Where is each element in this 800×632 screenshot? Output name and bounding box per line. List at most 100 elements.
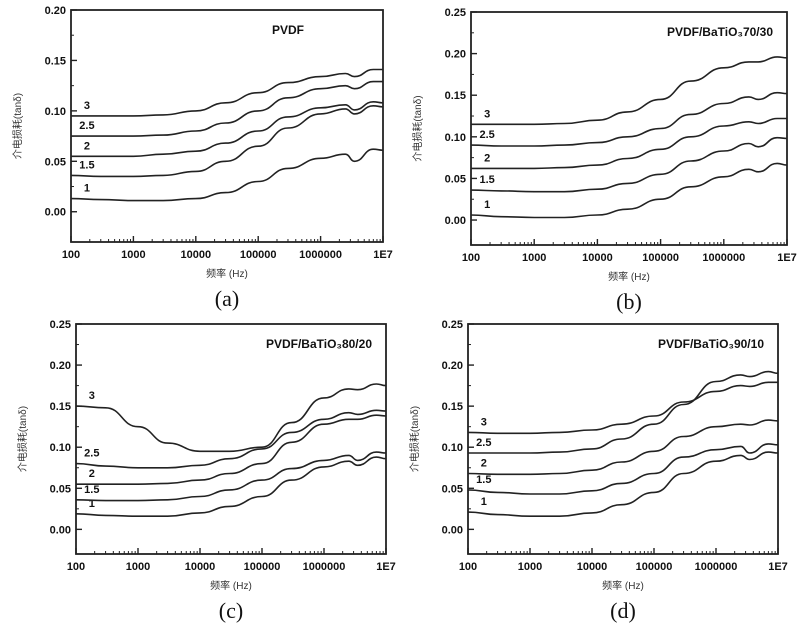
y-tick-label: 0.15: [45, 55, 66, 67]
x-tick-label: 100: [459, 561, 477, 573]
series-label: 3: [89, 390, 95, 402]
x-tick-label: 100000: [244, 561, 281, 573]
x-tick-label: 1000000: [695, 561, 738, 573]
series-line-1: [467, 451, 779, 518]
x-tick-label: 100: [67, 561, 85, 573]
series-line-3: [471, 56, 788, 126]
series-label: 1.5: [84, 484, 99, 496]
series-line-1.5: [467, 443, 779, 495]
subplot-title: PVDF: [272, 23, 304, 37]
series-label: 2: [484, 152, 490, 164]
x-tick-label: 100000: [240, 249, 277, 261]
x-tick-label: 1000000: [303, 561, 346, 573]
y-tick-label: 0.00: [442, 524, 463, 536]
x-tick-label: 1000: [518, 561, 542, 573]
x-axis-label: 频率 (Hz): [608, 270, 650, 283]
series-label: 3: [481, 416, 487, 428]
x-tick-label: 10000: [582, 252, 613, 264]
plot-frame: [467, 323, 779, 555]
series-label: 1.5: [479, 174, 494, 186]
x-tick-label: 1000000: [702, 252, 745, 264]
subplot-title: PVDF/BaTiO₃90/10: [658, 337, 764, 351]
y-tick-label: 0.05: [442, 483, 463, 495]
series-label: 1: [89, 498, 95, 510]
series-line-1.5: [470, 136, 788, 193]
series-label: 2: [89, 468, 95, 480]
y-tick-label: 0.00: [445, 215, 466, 227]
x-tick-label: 1000: [121, 249, 145, 261]
x-tick-label: 100000: [636, 561, 673, 573]
y-tick-label: 0.10: [445, 132, 466, 144]
plot-frame: [70, 9, 384, 243]
x-tick-label: 1E7: [373, 249, 393, 261]
series-line-2: [70, 100, 384, 158]
series-line-1: [470, 162, 788, 219]
series-line-2: [470, 117, 787, 170]
y-tick-label: 0.00: [50, 524, 71, 536]
y-tick-label: 0.20: [50, 360, 71, 372]
subplot-b: 100 1000 10000 100000 1000000 1E7 0.00 0.05 0.10…: [411, 7, 797, 314]
series-label: 2.5: [476, 437, 491, 449]
y-tick-label: 0.00: [45, 207, 66, 219]
y-tick-label: 0.10: [50, 442, 71, 454]
series-label: 1: [481, 496, 487, 508]
x-tick-label: 1E7: [777, 252, 797, 264]
subplot-a: 100 1000 10000 100000 1000000 1E7 0.00 0.05 0.10…: [11, 5, 393, 311]
series-label: 1: [84, 183, 90, 195]
series-label: 3: [84, 100, 90, 112]
x-tick-label: 10000: [185, 561, 216, 573]
subplot-title: PVDF/BaTiO₃70/30: [667, 25, 773, 39]
x-axis-label: 频率 (Hz): [602, 579, 644, 592]
plot-frame: [470, 11, 788, 246]
x-axis-label: 频率 (Hz): [206, 267, 248, 280]
series-line-1.5: [75, 451, 387, 502]
series-line-1.5: [70, 104, 384, 178]
series-line-2: [76, 414, 387, 486]
y-tick-label: 0.20: [442, 360, 463, 372]
y-tick-label: 0.25: [442, 319, 463, 331]
x-tick-label: 100000: [642, 252, 679, 264]
series-line-3: [75, 383, 387, 453]
series-line-2.5: [470, 91, 788, 147]
y-tick-label: 0.10: [442, 442, 463, 454]
plot-frame: [75, 323, 387, 555]
y-tick-label: 0.05: [50, 483, 71, 495]
subplot-caption: (c): [219, 598, 243, 623]
y-tick-label: 0.15: [445, 90, 466, 102]
y-tick-label: 0.20: [445, 49, 466, 61]
series-label: 2.5: [79, 120, 94, 132]
subplot-caption: (d): [610, 598, 636, 623]
y-axis-label: 介电损耗(tanδ): [408, 406, 421, 472]
y-axis-label: 介电损耗(tanδ): [411, 95, 424, 161]
series-label: 1: [484, 199, 490, 211]
y-tick-label: 0.05: [445, 173, 466, 185]
series-line-1: [75, 456, 387, 518]
y-tick-label: 0.25: [50, 319, 71, 331]
x-tick-label: 1000: [522, 252, 546, 264]
series-label: 2.5: [479, 129, 494, 141]
y-tick-label: 0.20: [45, 5, 66, 17]
subplot-title: PVDF/BaTiO₃80/20: [266, 337, 372, 351]
x-tick-label: 1000000: [299, 249, 342, 261]
series-line-1: [70, 148, 384, 202]
series-label: 2: [481, 458, 487, 470]
series-label: 3: [484, 108, 490, 120]
x-tick-label: 10000: [577, 561, 608, 573]
series-line-3: [70, 68, 383, 117]
y-tick-label: 0.10: [45, 106, 66, 118]
series-label: 2.5: [84, 448, 99, 460]
y-axis-label: 介电损耗(tanδ): [16, 406, 29, 472]
y-tick-label: 0.15: [50, 401, 71, 413]
subplot-d: 100 1000 10000 100000 1000000 1E7 0.00 0.05 0.10…: [408, 319, 788, 623]
subplot-caption: (b): [616, 289, 642, 314]
series-line-2.5: [468, 370, 779, 454]
x-tick-label: 1E7: [376, 561, 396, 573]
x-tick-label: 1E7: [768, 561, 788, 573]
y-tick-label: 0.15: [442, 401, 463, 413]
series-line-2: [467, 419, 779, 476]
x-tick-label: 10000: [181, 249, 212, 261]
series-line-2.5: [71, 80, 383, 137]
x-tick-label: 100: [62, 249, 80, 261]
series-line-2.5: [75, 409, 387, 469]
